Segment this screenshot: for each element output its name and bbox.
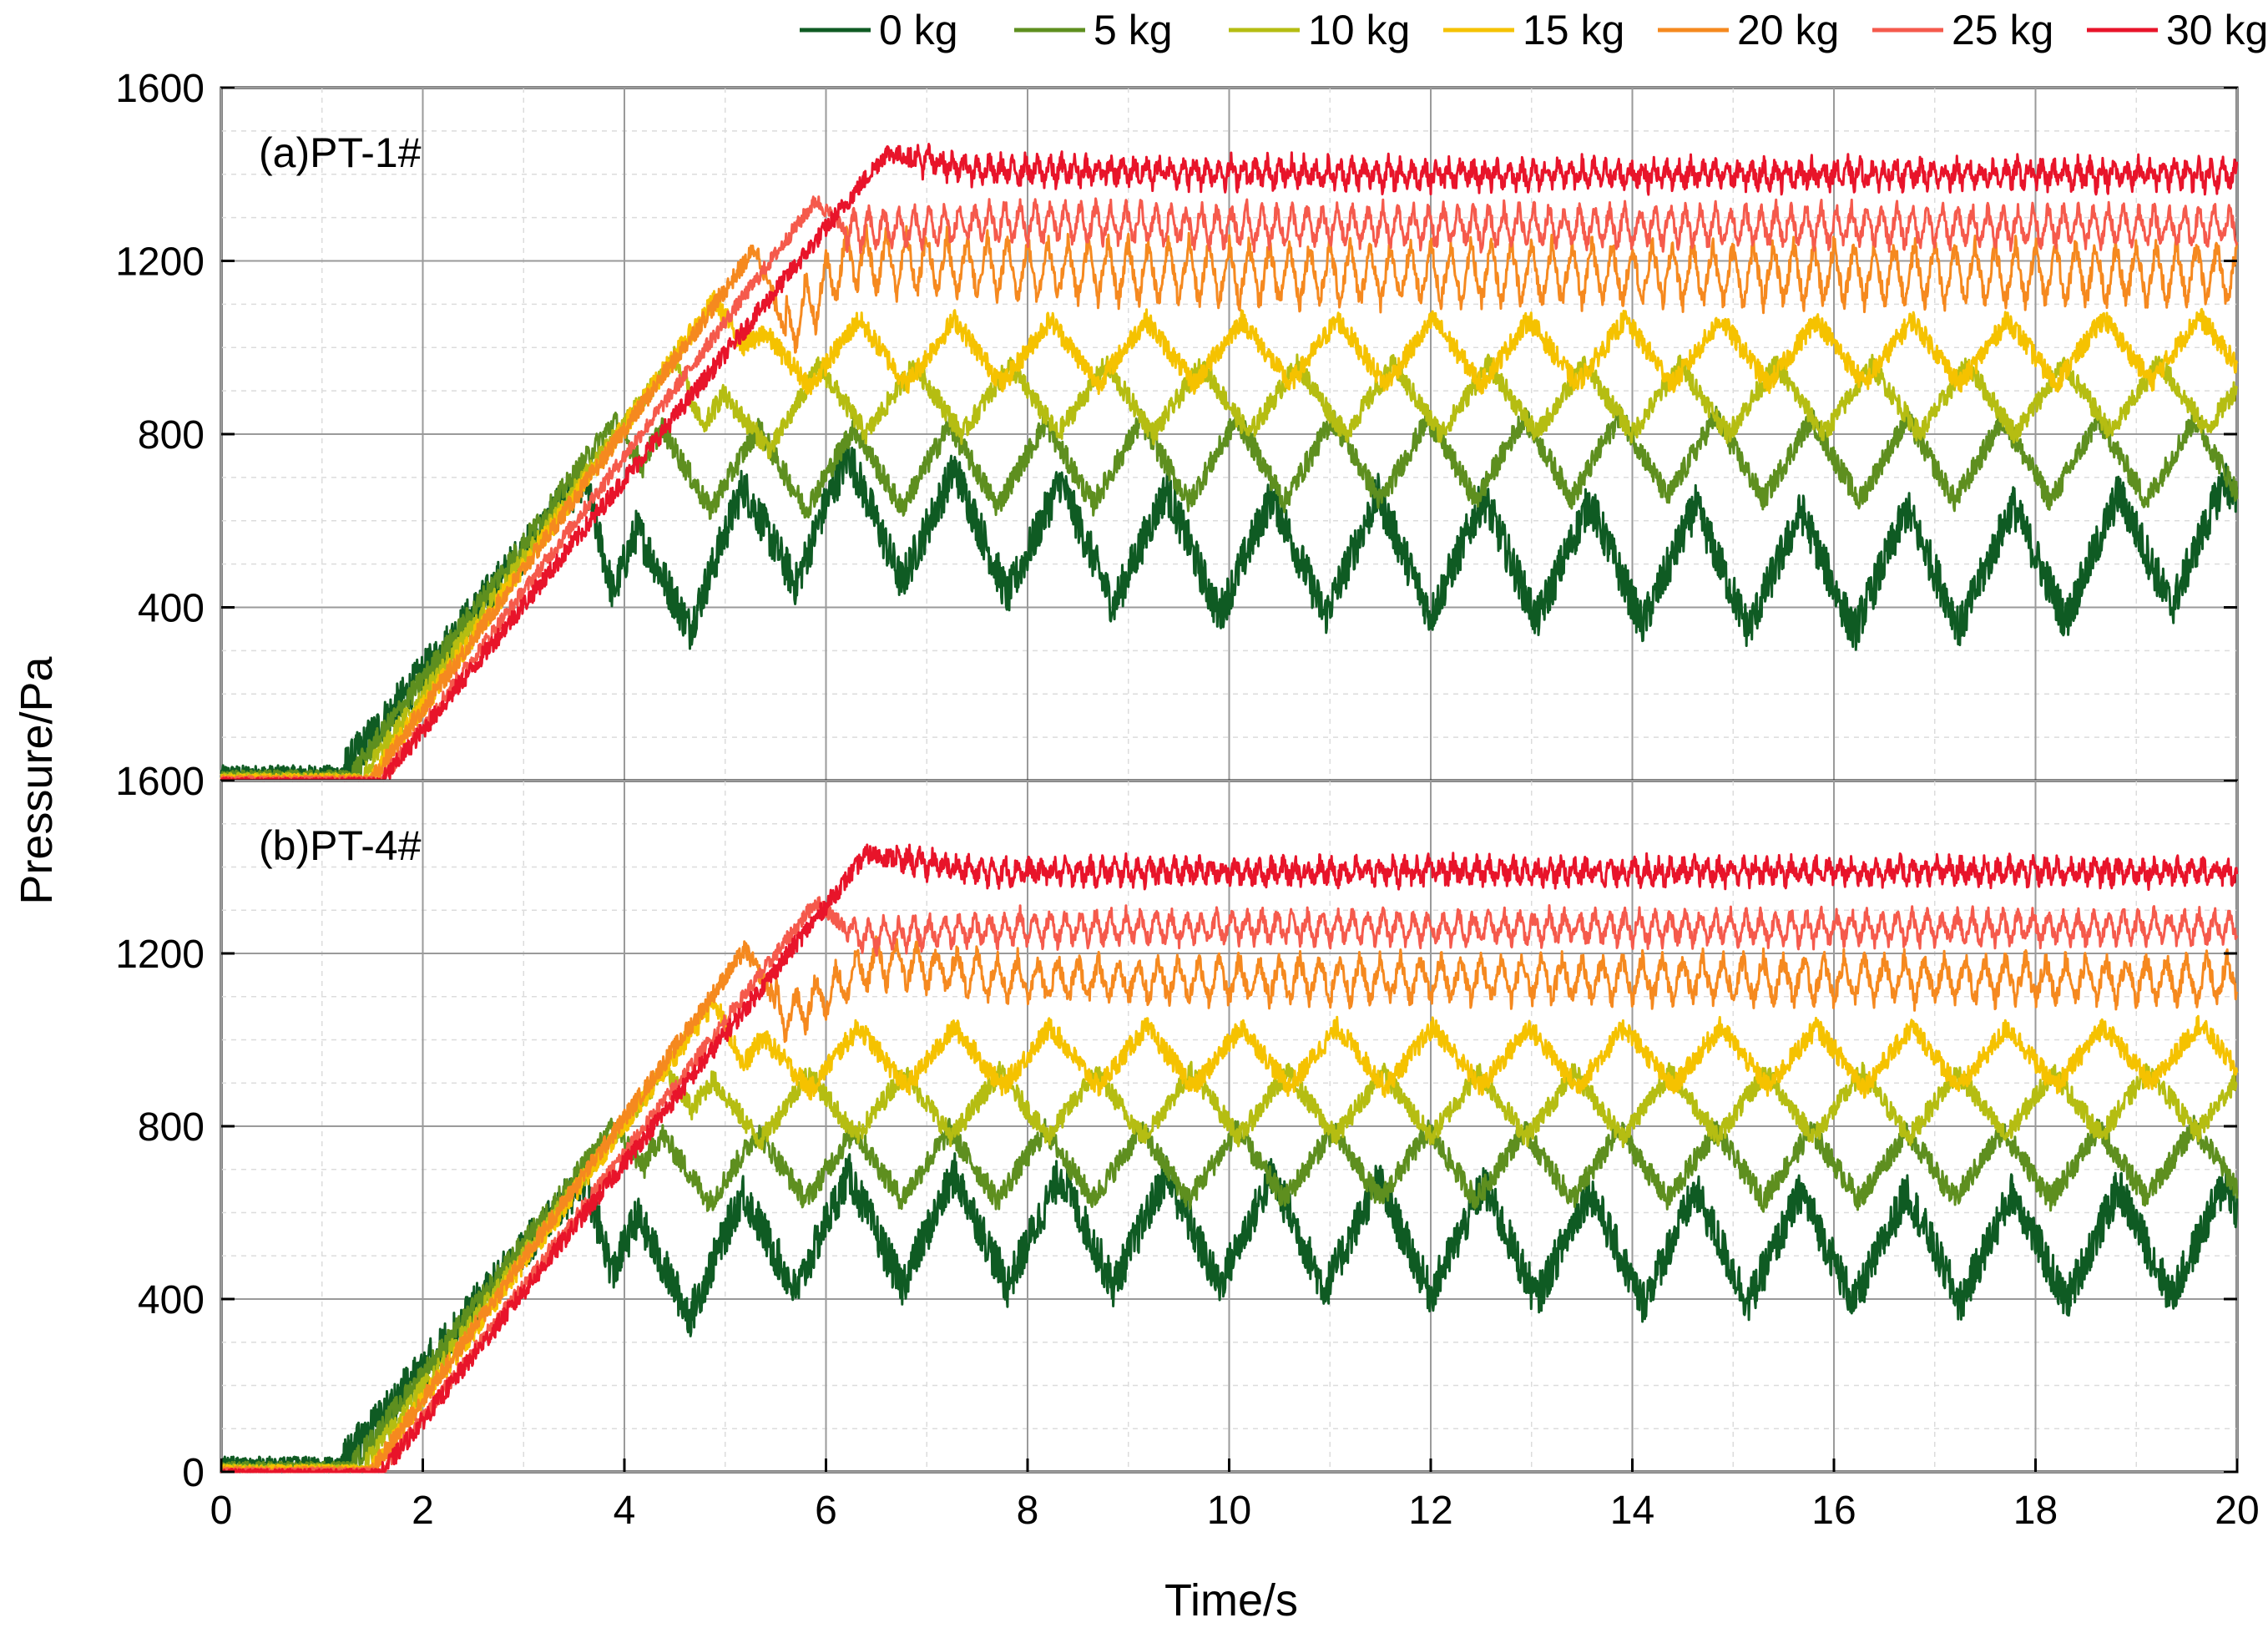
legend-label-6: 30 kg	[2166, 7, 2268, 53]
series-line-a-1	[220, 405, 2239, 781]
series-line-a-4	[220, 223, 2239, 782]
x-tick-label: 12	[1408, 1489, 1452, 1533]
legend-label-3: 15 kg	[1523, 7, 1624, 53]
x-tick-label: 0	[210, 1489, 233, 1533]
x-tick-label: 16	[1811, 1489, 1856, 1533]
x-axis-ticks: 0 2 4 6 8 10 12 14 16 18 20	[210, 1459, 2260, 1533]
x-tick-label: 8	[1017, 1489, 1039, 1533]
x-tick-label: 10	[1207, 1489, 1251, 1533]
y-tick-label: 0	[182, 1451, 205, 1495]
legend-label-4: 20 kg	[1737, 7, 1839, 53]
series-line-a-5	[220, 195, 2239, 782]
panel-a-y-ticks: 400 800 1200 1600	[115, 67, 2237, 782]
series-line-b-3	[220, 994, 2239, 1474]
x-axis-title: Time/s	[1164, 1575, 1298, 1625]
x-tick-label: 4	[614, 1489, 636, 1533]
y-tick-label: 1600	[115, 760, 205, 804]
panel-b-y-ticks: 0 400 800 1200 1600	[115, 760, 2237, 1495]
y-tick-label: 1600	[115, 67, 205, 111]
series-line-a-6	[220, 143, 2239, 782]
x-tick-label: 20	[2215, 1489, 2259, 1533]
y-tick-label: 800	[138, 1105, 205, 1150]
legend-label-2: 10 kg	[1308, 7, 1410, 53]
x-tick-label: 2	[412, 1489, 434, 1533]
y-axis-title: Pressure/Pa	[12, 655, 62, 904]
panel-a-series	[220, 143, 2239, 782]
x-tick-label: 6	[815, 1489, 837, 1533]
panel-b-label: (b)PT-4#	[259, 822, 422, 869]
panel-a-label: (a)PT-1#	[259, 129, 422, 176]
legend-label-1: 5 kg	[1094, 7, 1173, 53]
legend-label-5: 25 kg	[1952, 7, 2053, 53]
legend-label-0: 0 kg	[879, 7, 958, 53]
x-tick-label: 14	[1610, 1489, 1654, 1533]
y-tick-label: 1200	[115, 933, 205, 977]
y-tick-label: 1200	[115, 240, 205, 285]
x-tick-label: 18	[2013, 1489, 2058, 1533]
y-tick-label: 400	[138, 1278, 205, 1322]
panel-b-series	[220, 843, 2239, 1474]
series-line-b-6	[220, 843, 2239, 1474]
legend: 0 kg 5 kg 10 kg 15 kg 20 kg 25 kg 30 kg	[800, 7, 2268, 53]
y-tick-label: 400	[138, 587, 205, 631]
panel-b: 0 400 800 1200 1600 (b)PT-4#	[115, 760, 2239, 1495]
y-tick-label: 800	[138, 413, 205, 458]
series-line-b-4	[220, 935, 2239, 1474]
